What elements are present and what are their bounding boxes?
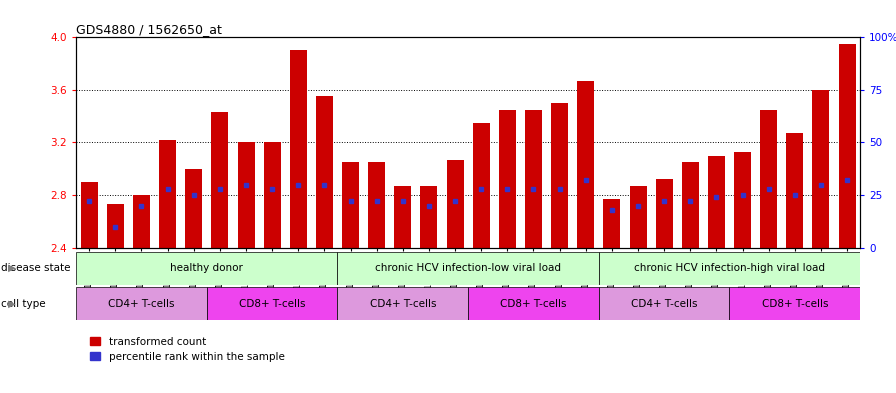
Bar — [394, 186, 411, 248]
Bar — [813, 90, 830, 248]
Bar — [81, 182, 98, 248]
Bar — [185, 169, 202, 248]
Bar — [237, 142, 254, 248]
Text: CD8+ T-cells: CD8+ T-cells — [762, 299, 828, 309]
Bar — [289, 50, 306, 248]
Legend: transformed count, percentile rank within the sample: transformed count, percentile rank withi… — [86, 332, 289, 366]
Bar — [599, 252, 860, 285]
Bar — [107, 204, 124, 248]
Bar — [159, 140, 177, 248]
Bar — [76, 252, 338, 285]
Bar — [599, 287, 729, 320]
Text: chronic HCV infection-low viral load: chronic HCV infection-low viral load — [375, 263, 561, 273]
Bar — [263, 142, 280, 248]
Text: disease state: disease state — [1, 263, 71, 273]
Bar — [446, 160, 463, 248]
Text: healthy donor: healthy donor — [170, 263, 244, 273]
Bar — [525, 110, 542, 248]
Bar — [499, 110, 516, 248]
Bar — [211, 112, 228, 248]
Bar — [839, 44, 856, 248]
Bar — [729, 287, 860, 320]
Text: CD4+ T-cells: CD4+ T-cells — [108, 299, 175, 309]
Bar — [473, 123, 490, 248]
Bar — [316, 96, 333, 248]
Bar — [734, 152, 751, 248]
Text: CD8+ T-cells: CD8+ T-cells — [500, 299, 567, 309]
Text: CD8+ T-cells: CD8+ T-cells — [239, 299, 306, 309]
Text: CD4+ T-cells: CD4+ T-cells — [631, 299, 697, 309]
Bar — [368, 162, 385, 248]
Bar — [682, 162, 699, 248]
Bar — [656, 179, 673, 248]
Bar — [76, 287, 207, 320]
Text: ▶: ▶ — [5, 299, 16, 309]
Bar — [342, 162, 359, 248]
Bar — [338, 287, 469, 320]
Text: ▶: ▶ — [5, 263, 16, 273]
Bar — [760, 110, 777, 248]
Text: cell type: cell type — [1, 299, 46, 309]
Bar — [338, 252, 599, 285]
Text: GDS4880 / 1562650_at: GDS4880 / 1562650_at — [76, 23, 222, 36]
Bar — [787, 133, 804, 248]
Bar — [133, 195, 150, 248]
Bar — [630, 186, 647, 248]
Bar — [420, 186, 437, 248]
Text: CD4+ T-cells: CD4+ T-cells — [369, 299, 436, 309]
Bar — [708, 156, 725, 248]
Bar — [603, 199, 620, 248]
Text: chronic HCV infection-high viral load: chronic HCV infection-high viral load — [634, 263, 825, 273]
Bar — [469, 287, 599, 320]
Bar — [207, 287, 338, 320]
Bar — [551, 103, 568, 248]
Bar — [577, 81, 594, 248]
